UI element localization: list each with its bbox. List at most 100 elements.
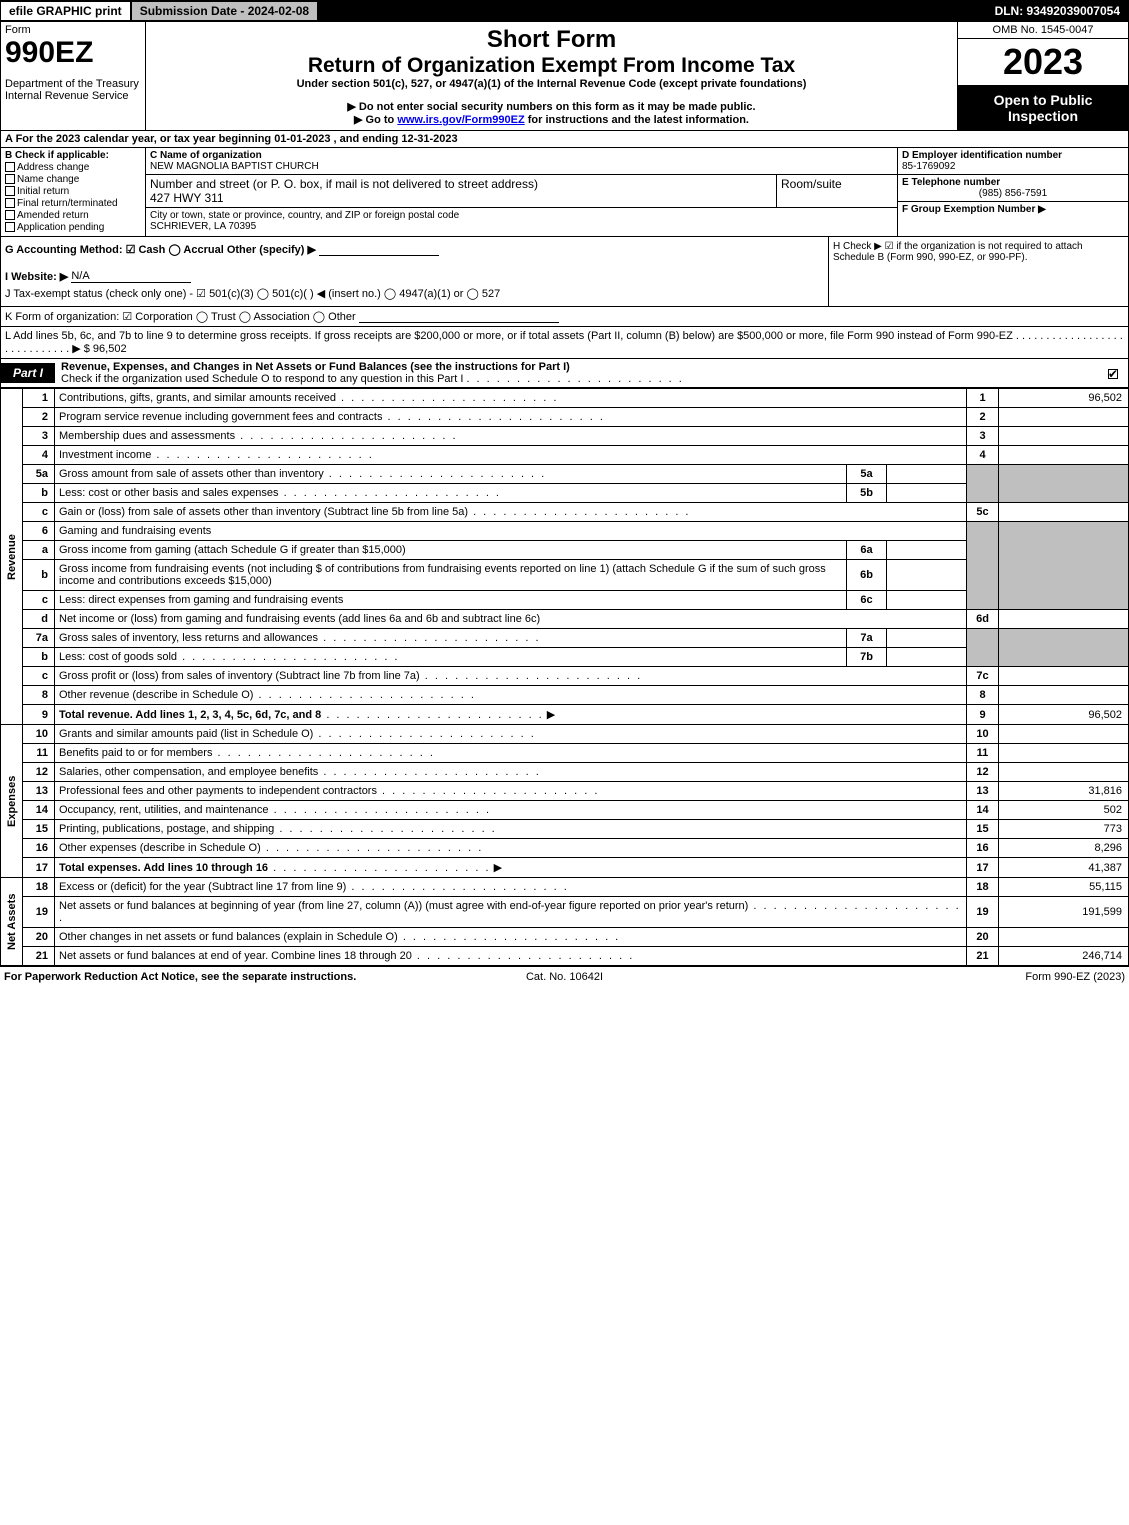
street-header: Number and street (or P. O. box, if mail…: [150, 177, 772, 191]
line-17: 17 Total expenses. Add lines 10 through …: [1, 858, 1129, 878]
section-def: D Employer identification number 85-1769…: [898, 148, 1128, 236]
form-title: Return of Organization Exempt From Incom…: [150, 54, 953, 78]
ln-1: 1: [23, 389, 55, 408]
cb-amended-return[interactable]: [5, 210, 15, 220]
line-7b: b Less: cost of goods sold 7b: [1, 648, 1129, 667]
irs-link[interactable]: www.irs.gov/Form990EZ: [397, 114, 524, 126]
row-g-accounting: G Accounting Method: ☑ Cash ◯ Accrual Ot…: [1, 237, 828, 306]
goto-prefix: ▶ Go to: [354, 114, 397, 126]
form-number: 990EZ: [5, 36, 141, 70]
i-label: I Website: ▶: [5, 271, 68, 283]
line-1: Revenue 1 Contributions, gifts, grants, …: [1, 389, 1129, 408]
part1-header: Part I Revenue, Expenses, and Changes in…: [0, 359, 1129, 388]
section-c-address: C Name of organization NEW MAGNOLIA BAPT…: [146, 148, 898, 236]
c-header: C Name of organization: [150, 150, 262, 161]
line-10: Expenses 10 Grants and similar amounts p…: [1, 725, 1129, 744]
org-name: NEW MAGNOLIA BAPTIST CHURCH: [150, 161, 893, 172]
line-7a: 7a Gross sales of inventory, less return…: [1, 629, 1129, 648]
e-header: E Telephone number: [902, 177, 1000, 188]
cb-application-pending[interactable]: [5, 222, 15, 232]
row-l-gross-receipts: L Add lines 5b, 6c, and 7b to line 9 to …: [0, 327, 1129, 359]
f-header: F Group Exemption Number ▶: [902, 204, 1046, 215]
line-13: 13 Professional fees and other payments …: [1, 782, 1129, 801]
lbl-application-pending: Application pending: [17, 222, 104, 233]
lbl-name-change: Name change: [17, 174, 79, 185]
footer-right: Form 990-EZ (2023): [751, 971, 1125, 983]
line-9: 9 Total revenue. Add lines 1, 2, 3, 4, 5…: [1, 705, 1129, 725]
line-6d: d Net income or (loss) from gaming and f…: [1, 610, 1129, 629]
line-5b: b Less: cost or other basis and sales ex…: [1, 484, 1129, 503]
section-bcdef: B Check if applicable: Address change Na…: [0, 148, 1129, 237]
footer-left: For Paperwork Reduction Act Notice, see …: [4, 971, 378, 983]
line-16: 16 Other expenses (describe in Schedule …: [1, 839, 1129, 858]
form-subtitle: Under section 501(c), 527, or 4947(a)(1)…: [150, 78, 953, 90]
top-bar: efile GRAPHIC print Submission Date - 20…: [0, 0, 1129, 22]
lbl-initial-return: Initial return: [17, 186, 69, 197]
goto-note: ▶ Go to www.irs.gov/Form990EZ for instru…: [150, 113, 953, 126]
line-5c: c Gain or (loss) from sale of assets oth…: [1, 503, 1129, 522]
cb-name-change[interactable]: [5, 174, 15, 184]
line-3: 3 Membership dues and assessments 3: [1, 427, 1129, 446]
side-revenue: Revenue: [1, 389, 23, 725]
row-a-tax-year: A For the 2023 calendar year, or tax yea…: [0, 131, 1129, 148]
line-18: Net Assets 18 Excess or (deficit) for th…: [1, 878, 1129, 897]
line-6a: a Gross income from gaming (attach Sched…: [1, 541, 1129, 560]
line-11: 11 Benefits paid to or for members 11: [1, 744, 1129, 763]
goto-suffix: for instructions and the latest informat…: [525, 114, 749, 126]
cb-final-return[interactable]: [5, 198, 15, 208]
line-6: 6 Gaming and fundraising events: [1, 522, 1129, 541]
no-1: 1: [967, 389, 999, 408]
insp-line1: Open to Public: [960, 92, 1126, 108]
amt-1: 96,502: [999, 389, 1129, 408]
street-value: 427 HWY 311: [150, 191, 772, 205]
line-6b: b Gross income from fundraising events (…: [1, 560, 1129, 591]
lbl-final-return: Final return/terminated: [17, 198, 118, 209]
line-2: 2 Program service revenue including gove…: [1, 408, 1129, 427]
ssn-warning: ▶ Do not enter social security numbers o…: [150, 100, 953, 113]
line-5a: 5a Gross amount from sale of assets othe…: [1, 465, 1129, 484]
form-title-block: Short Form Return of Organization Exempt…: [146, 22, 958, 130]
line-8: 8 Other revenue (describe in Schedule O)…: [1, 686, 1129, 705]
part1-tag: Part I: [1, 363, 55, 383]
line-7c: c Gross profit or (loss) from sales of i…: [1, 667, 1129, 686]
dept-label: Department of the Treasury Internal Reve…: [5, 78, 141, 102]
submission-date: Submission Date - 2024-02-08: [132, 2, 319, 20]
d-header: D Employer identification number: [902, 150, 1062, 161]
side-net-assets: Net Assets: [1, 878, 23, 966]
form-word: Form: [5, 24, 141, 36]
inspection-label: Open to Public Inspection: [958, 86, 1128, 130]
insp-line2: Inspection: [960, 108, 1126, 124]
page-footer: For Paperwork Reduction Act Notice, see …: [0, 966, 1129, 987]
lbl-amended-return: Amended return: [17, 210, 89, 221]
form-id-block: Form 990EZ Department of the Treasury In…: [1, 22, 146, 130]
cb-initial-return[interactable]: [5, 186, 15, 196]
ein-value: 85-1769092: [902, 161, 1124, 172]
cb-address-change[interactable]: [5, 162, 15, 172]
form-header: Form 990EZ Department of the Treasury In…: [0, 22, 1129, 131]
city-header: City or town, state or province, country…: [150, 210, 893, 221]
footer-center: Cat. No. 10642I: [378, 971, 752, 983]
line-19: 19 Net assets or fund balances at beginn…: [1, 897, 1129, 928]
tax-year: 2023: [958, 39, 1128, 86]
b-header: B Check if applicable:: [5, 150, 109, 161]
short-form-label: Short Form: [150, 26, 953, 54]
city-value: SCHRIEVER, LA 70395: [150, 221, 893, 232]
row-j-tax-exempt: J Tax-exempt status (check only one) - ☑…: [5, 287, 824, 300]
line-21: 21 Net assets or fund balances at end of…: [1, 947, 1129, 966]
part1-title: Revenue, Expenses, and Changes in Net As…: [61, 361, 570, 373]
side-expenses: Expenses: [1, 725, 23, 878]
efile-print-button[interactable]: efile GRAPHIC print: [1, 2, 132, 20]
line-14: 14 Occupancy, rent, utilities, and maint…: [1, 801, 1129, 820]
line-20: 20 Other changes in net assets or fund b…: [1, 928, 1129, 947]
row-h-schedule-b: H Check ▶ ☑ if the organization is not r…: [828, 237, 1128, 306]
line-6c: c Less: direct expenses from gaming and …: [1, 591, 1129, 610]
lines-table: Revenue 1 Contributions, gifts, grants, …: [0, 388, 1129, 966]
row-gh: G Accounting Method: ☑ Cash ◯ Accrual Ot…: [0, 237, 1129, 307]
omb-number: OMB No. 1545-0047: [958, 22, 1128, 39]
part1-subtitle: Check if the organization used Schedule …: [61, 373, 463, 385]
cb-schedule-o[interactable]: [1108, 369, 1118, 379]
line-12: 12 Salaries, other compensation, and emp…: [1, 763, 1129, 782]
form-right-block: OMB No. 1545-0047 2023 Open to Public In…: [958, 22, 1128, 130]
website-value: N/A: [71, 270, 191, 283]
lbl-address-change: Address change: [17, 162, 89, 173]
